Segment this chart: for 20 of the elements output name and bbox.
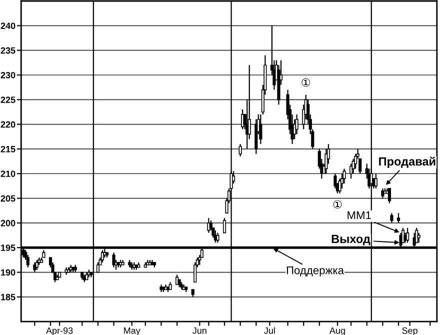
- y-tick-label: 215: [0, 146, 16, 152]
- annotation: Поддержка: [286, 266, 344, 276]
- y-tick-label: 220: [0, 121, 16, 128]
- y-tick-label: 210: [0, 170, 16, 177]
- y-tick-label: 235: [0, 47, 16, 54]
- annotation: Выход: [332, 234, 370, 246]
- y-tick-label: 195: [1, 244, 16, 251]
- x-tick-label: Jul: [264, 327, 275, 334]
- annotation: MM1: [348, 211, 371, 220]
- y-tick-label: 190: [1, 269, 16, 276]
- y-tick-label: 240: [0, 22, 16, 30]
- annotation: ①: [333, 200, 342, 209]
- y-tick-label: 230: [0, 72, 16, 78]
- y-tick-label: 225: [0, 96, 16, 104]
- annotation: Продавай: [379, 156, 436, 168]
- annotation: ①: [302, 78, 310, 87]
- y-tick-label: 200: [0, 220, 16, 226]
- y-tick-label: 185: [1, 294, 16, 300]
- y-tick-label: 205: [0, 195, 16, 202]
- x-tick-label: Jun: [192, 327, 206, 334]
